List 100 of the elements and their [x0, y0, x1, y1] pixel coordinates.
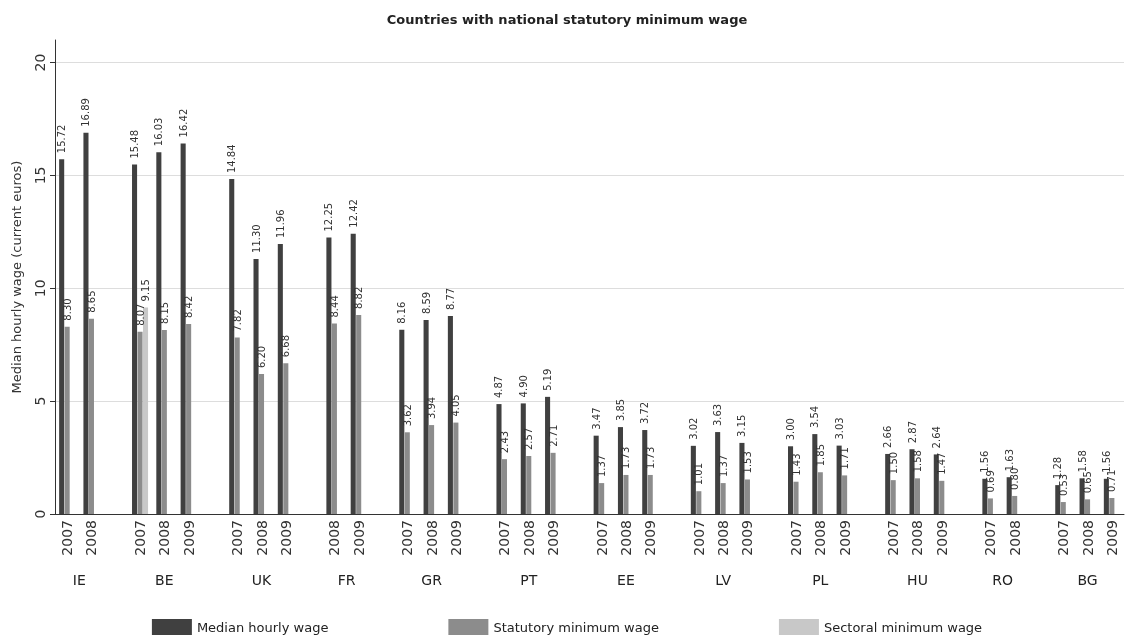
data-label: 3.63 [712, 403, 724, 427]
y-tick-label: 10 [32, 279, 48, 298]
data-label: 1.73 [620, 446, 632, 469]
bar [404, 432, 410, 514]
x-tick-label: 2008 [909, 520, 926, 556]
bar [696, 491, 702, 514]
data-label: 4.87 [493, 375, 505, 399]
bar [520, 403, 526, 514]
data-label: 1.01 [693, 462, 705, 486]
bar [423, 320, 429, 514]
bar [64, 326, 70, 514]
bar [350, 233, 356, 514]
data-label: 8.30 [61, 298, 73, 321]
y-axis-title: Median hourly wage (current euros) [9, 160, 24, 394]
data-label: 11.96 [274, 209, 286, 239]
data-label: 6.20 [256, 345, 268, 369]
data-label: 3.03 [833, 417, 845, 440]
data-label: 2.57 [523, 427, 535, 450]
bar [787, 446, 794, 514]
x-tick-label: 2007 [885, 520, 902, 556]
data-label: 6.68 [280, 334, 292, 358]
y-tick-label: 5 [32, 396, 48, 406]
bar [1103, 478, 1109, 514]
data-label: 0.69 [984, 470, 996, 493]
data-label: 3.62 [401, 404, 413, 427]
data-label: 12.25 [323, 202, 335, 232]
bar [933, 454, 939, 514]
text: FR [337, 572, 356, 588]
bar [156, 152, 162, 514]
x-tick-label: 2007 [59, 520, 76, 556]
x-tick-label: 2007 [229, 520, 246, 556]
data-label: 1.37 [717, 454, 729, 478]
x-tick-label: 2008 [423, 520, 440, 556]
legend-label: Statutory minimum wage [493, 619, 659, 635]
bar [59, 159, 65, 514]
bar [326, 237, 332, 514]
bar [137, 331, 143, 514]
text: BE [155, 572, 174, 588]
x-tick-label: 2007 [496, 520, 513, 556]
bar [599, 483, 605, 514]
data-label: 1.47 [936, 452, 948, 475]
chart-title: Countries with national statutory minimum wage [386, 12, 748, 27]
bar [1055, 485, 1061, 514]
data-label: 8.16 [396, 301, 408, 324]
data-label: 14.84 [226, 144, 238, 174]
x-tick-label: 2008 [253, 520, 270, 556]
data-label: 12.42 [347, 199, 359, 228]
y-tick-label: 20 [32, 53, 48, 72]
y-tick-label: 15 [32, 166, 48, 185]
bar [739, 442, 745, 514]
data-label: 1.73 [644, 446, 656, 469]
x-tick-label: 2009 [277, 520, 294, 556]
bar [987, 498, 993, 514]
text: GR [421, 572, 443, 588]
bar [720, 483, 726, 514]
x-tick-label: 2008 [1079, 520, 1096, 556]
x-tick-label: 2008 [715, 520, 732, 556]
data-label: 4.05 [450, 394, 462, 417]
data-label: 4.90 [517, 375, 529, 398]
bar [812, 434, 818, 514]
bar [83, 132, 89, 514]
bar [1060, 502, 1066, 514]
data-label: 2.66 [882, 425, 894, 448]
data-label: 1.50 [887, 451, 899, 475]
text: RO [992, 572, 1013, 588]
bar [836, 445, 842, 514]
x-tick-label: 2008 [812, 520, 829, 556]
text: HU [907, 572, 928, 588]
data-label: 8.44 [328, 295, 340, 318]
bar [399, 329, 405, 514]
bar [132, 164, 138, 514]
bar [186, 323, 192, 514]
bar [642, 430, 648, 514]
data-label: 8.82 [353, 286, 365, 309]
x-tick-label: 2007 [593, 520, 610, 556]
bar [88, 318, 94, 514]
text: PT [520, 572, 538, 588]
data-label: 0.65 [1082, 471, 1094, 494]
bar [253, 258, 259, 514]
data-label: 16.89 [80, 98, 92, 127]
data-label: 8.65 [85, 290, 97, 313]
data-label: 1.43 [790, 453, 802, 476]
bar [744, 479, 750, 514]
bar [453, 422, 459, 514]
bar [501, 459, 507, 514]
text: PL [812, 572, 829, 588]
bar [623, 474, 629, 514]
x-tick-label: 2009 [739, 520, 756, 556]
x-tick-label: 2008 [617, 520, 634, 556]
x-tick-label: 2008 [83, 520, 100, 556]
bar [331, 323, 337, 514]
data-label: 2.71 [547, 424, 559, 447]
bar [885, 453, 891, 514]
x-tick-label: 2008 [520, 520, 537, 556]
data-label: 5.19 [542, 368, 554, 391]
data-label: 15.72 [56, 124, 68, 154]
data-label: 3.00 [785, 418, 797, 441]
bar [545, 396, 551, 514]
x-tick-label: 2008 [1006, 520, 1023, 556]
data-label: 9.15 [140, 279, 152, 302]
